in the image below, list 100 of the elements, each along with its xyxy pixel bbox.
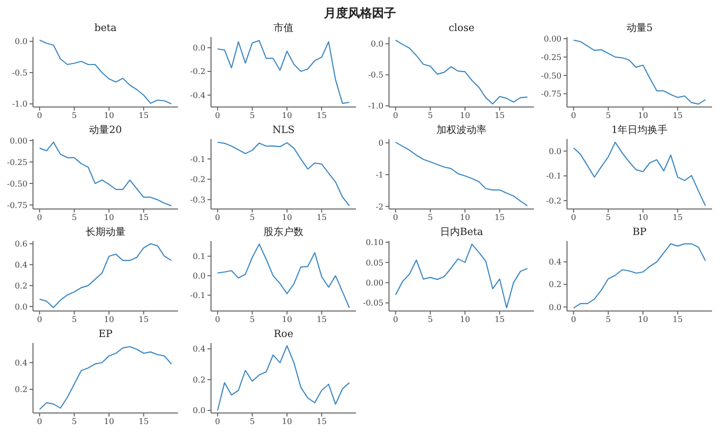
x-tick-label: 5 bbox=[250, 111, 255, 120]
x-tick-label: 10 bbox=[638, 315, 648, 324]
y-tick-label: 0.00 bbox=[366, 278, 384, 288]
chart-title: Roe bbox=[272, 328, 294, 341]
x-tick-label: 0 bbox=[37, 111, 42, 120]
y-tick-label: -1 bbox=[376, 170, 384, 180]
x-tick-label: 10 bbox=[104, 111, 114, 120]
x-tick-label: 15 bbox=[316, 417, 327, 426]
y-tick-label: -0.75 bbox=[6, 200, 28, 210]
line-series bbox=[395, 40, 528, 104]
x-tick-label: 10 bbox=[282, 315, 292, 324]
y-tick-label: 0.0 bbox=[14, 37, 28, 46]
chart-title: beta bbox=[93, 22, 118, 35]
y-tick-label: -0.4 bbox=[190, 90, 206, 100]
y-tick-label: 0.10 bbox=[366, 238, 384, 248]
y-tick-label: 0.0 bbox=[192, 44, 206, 53]
y-tick-label: 0.0 bbox=[192, 272, 206, 281]
x-tick-label: 5 bbox=[72, 417, 77, 426]
x-tick-label: 15 bbox=[494, 315, 505, 324]
x-tick-label: 10 bbox=[282, 417, 292, 426]
x-tick-label: 0 bbox=[37, 315, 42, 324]
y-tick-label: -0.50 bbox=[6, 179, 28, 188]
x-tick-label: 10 bbox=[460, 315, 470, 324]
y-tick-label: 0.0 bbox=[548, 302, 562, 312]
x-tick-label: 10 bbox=[104, 417, 114, 426]
x-tick-label: 5 bbox=[72, 315, 77, 324]
y-tick-label: 0.1 bbox=[192, 252, 206, 262]
y-tick-label: -0.50 bbox=[540, 71, 562, 80]
y-tick-label: 0.0 bbox=[370, 40, 384, 49]
y-tick-label: -0.2 bbox=[190, 175, 206, 184]
line-series bbox=[217, 244, 350, 308]
line-series bbox=[217, 345, 350, 411]
y-tick-label: 0.0 bbox=[14, 302, 28, 312]
x-tick-label: 15 bbox=[494, 111, 505, 120]
x-tick-label: 10 bbox=[460, 111, 470, 120]
x-tick-label: 5 bbox=[606, 111, 611, 120]
y-tick-label: -0.5 bbox=[368, 70, 384, 80]
x-tick-label: 0 bbox=[215, 315, 220, 324]
x-tick-label: 15 bbox=[672, 315, 683, 324]
y-tick-label: 0.2 bbox=[548, 280, 562, 290]
x-tick-label: 0 bbox=[393, 315, 398, 324]
y-tick-label: -0.25 bbox=[6, 158, 28, 167]
line-series bbox=[395, 244, 528, 308]
y-tick-label: -0.05 bbox=[362, 298, 384, 308]
x-tick-label: 0 bbox=[393, 213, 398, 222]
x-tick-label: 5 bbox=[428, 315, 433, 324]
x-tick-label: 5 bbox=[250, 213, 255, 222]
x-tick-label: 10 bbox=[638, 213, 648, 222]
x-tick-label: 15 bbox=[494, 213, 505, 222]
y-tick-label: -0.2 bbox=[190, 67, 206, 76]
chart-title: 日内Beta bbox=[438, 226, 484, 239]
x-tick-label: 15 bbox=[316, 213, 327, 222]
y-tick-label: -0.25 bbox=[540, 52, 562, 62]
x-tick-label: 0 bbox=[215, 213, 220, 222]
chart-title: NLS bbox=[271, 124, 296, 137]
x-tick-label: 15 bbox=[316, 315, 327, 324]
x-tick-label: 5 bbox=[428, 213, 433, 222]
x-tick-label: 5 bbox=[606, 213, 611, 222]
y-tick-label: -0.3 bbox=[190, 195, 206, 204]
y-tick-label: 0.4 bbox=[14, 260, 28, 270]
line-series bbox=[573, 243, 706, 309]
chart-title: BP bbox=[631, 226, 648, 239]
line-series bbox=[573, 40, 706, 105]
y-tick-label: 0.0 bbox=[192, 406, 206, 416]
x-tick-label: 15 bbox=[138, 315, 149, 324]
y-tick-label: 0.4 bbox=[548, 258, 562, 267]
x-tick-label: 0 bbox=[37, 213, 42, 222]
chart-title: 股东户数 bbox=[262, 226, 304, 239]
x-tick-label: 0 bbox=[215, 111, 220, 120]
y-tick-label: 0 bbox=[378, 138, 384, 148]
x-tick-label: 0 bbox=[393, 111, 398, 120]
x-tick-label: 5 bbox=[606, 315, 611, 324]
y-tick-label: -0.2 bbox=[546, 196, 562, 206]
line-series bbox=[217, 142, 350, 206]
x-tick-label: 0 bbox=[215, 417, 220, 426]
chart-title: EP bbox=[97, 328, 114, 341]
line-series bbox=[39, 40, 172, 104]
x-tick-label: 15 bbox=[138, 213, 149, 222]
x-tick-label: 15 bbox=[672, 213, 683, 222]
x-tick-label: 15 bbox=[138, 111, 149, 120]
chart-title: 市值 bbox=[272, 22, 294, 35]
y-tick-label: -0.5 bbox=[12, 68, 28, 78]
y-tick-label: 0.4 bbox=[192, 344, 206, 354]
x-tick-label: 0 bbox=[571, 213, 576, 222]
x-tick-label: 15 bbox=[138, 417, 149, 426]
chart-title: 1年日均换手 bbox=[610, 124, 669, 137]
x-tick-label: 0 bbox=[571, 315, 576, 324]
chart-title: 动量5 bbox=[625, 22, 654, 35]
x-tick-label: 10 bbox=[460, 213, 470, 222]
y-tick-label: 0.6 bbox=[14, 240, 28, 249]
y-tick-label: 0.2 bbox=[192, 375, 206, 384]
y-tick-label: -0.1 bbox=[190, 291, 206, 300]
y-tick-label: 0.00 bbox=[10, 136, 28, 146]
y-tick-label: -1.0 bbox=[12, 100, 28, 109]
line-series bbox=[395, 142, 528, 206]
line-series bbox=[39, 142, 172, 206]
y-tick-label: -2 bbox=[376, 202, 384, 212]
line-series bbox=[217, 40, 350, 104]
line-series bbox=[573, 142, 706, 206]
y-tick-label: 0.05 bbox=[366, 258, 384, 268]
